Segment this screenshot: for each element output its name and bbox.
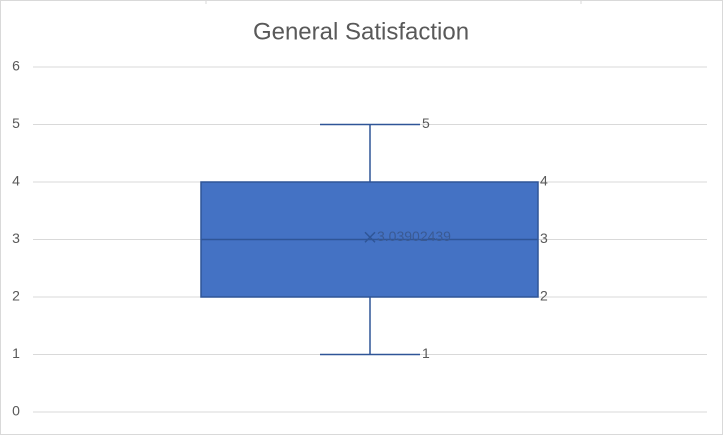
- data-label: 4: [540, 173, 548, 189]
- y-tick-label: 0: [12, 403, 20, 419]
- data-label: 3: [540, 230, 548, 246]
- data-label: 1: [422, 345, 430, 361]
- y-tick-label: 1: [12, 345, 20, 361]
- mean-marker: [364, 231, 376, 243]
- y-tick-label: 6: [12, 58, 20, 74]
- y-tick-label: 4: [12, 173, 20, 189]
- y-tick-label: 5: [12, 115, 20, 131]
- data-label: 5: [422, 115, 430, 131]
- chart-title: General Satisfaction: [253, 18, 469, 45]
- data-label: 3.03902439: [377, 228, 451, 244]
- data-label: 2: [540, 288, 548, 304]
- y-tick-label: 3: [12, 230, 20, 246]
- y-tick-label: 2: [12, 288, 20, 304]
